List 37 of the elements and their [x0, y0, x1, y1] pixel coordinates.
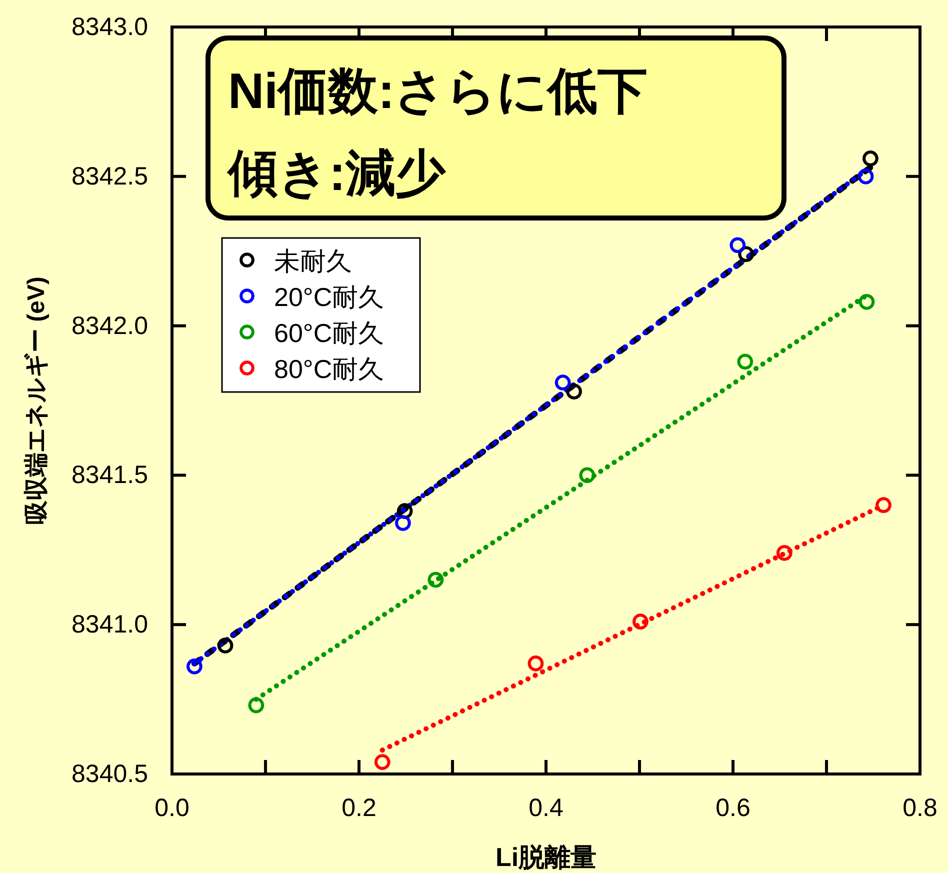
y-tick-label: 8341.0 [72, 610, 148, 639]
y-tick-label: 8341.5 [72, 461, 148, 490]
point [554, 374, 571, 390]
annotation: 傾き:減少 [226, 145, 447, 201]
legend-label: 未耐久 [274, 246, 352, 276]
y-axis-title: 吸収端エネルギー (eV) [23, 276, 50, 525]
y-tick-label: 8342.0 [72, 312, 148, 340]
point [566, 384, 582, 400]
x-tick-label: 0.6 [716, 794, 750, 822]
point [737, 354, 754, 370]
point [730, 237, 746, 254]
y-tick-label: 8343.0 [72, 13, 148, 41]
point [579, 467, 596, 484]
point [374, 754, 390, 770]
point [248, 697, 264, 714]
point [186, 658, 202, 674]
y-tick-label: 8340.5 [72, 760, 148, 788]
x-tick-label: 0.4 [528, 794, 564, 822]
legend-label: 20°C耐久 [274, 282, 384, 312]
x-tick-label: 0.2 [342, 794, 376, 822]
annotation: Ni価数:さらに低下 [228, 63, 648, 119]
point [428, 572, 444, 588]
point [858, 168, 874, 184]
point [395, 515, 411, 531]
point [858, 294, 875, 310]
legend-label: 60°C耐久 [274, 318, 384, 348]
x-tick-label: 0.0 [154, 794, 190, 822]
x-axis-title: Li脱離量 [495, 842, 597, 872]
point [528, 656, 544, 672]
point [776, 544, 792, 561]
point [876, 497, 892, 513]
point [632, 614, 648, 630]
point [217, 638, 234, 654]
point [862, 150, 878, 166]
x-tick-label: 0.8 [902, 794, 938, 822]
y-tick-label: 8342.5 [72, 162, 148, 190]
legend-label: 80°C耐久 [274, 354, 384, 384]
